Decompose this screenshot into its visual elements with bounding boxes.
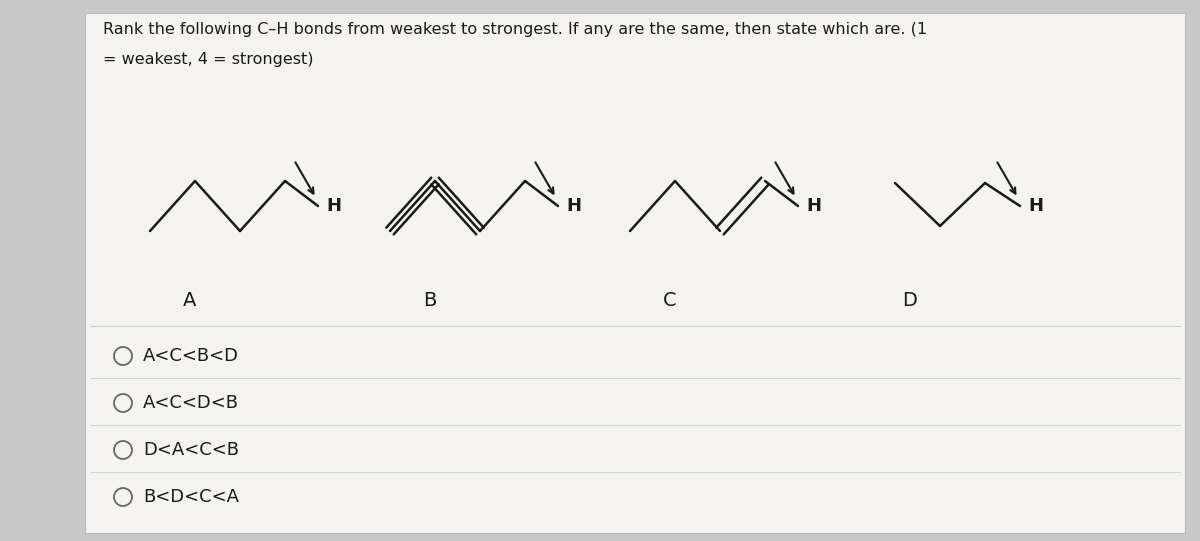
Text: A<C<D<B: A<C<D<B (143, 394, 239, 412)
Text: D: D (902, 291, 918, 310)
Text: A<C<B<D: A<C<B<D (143, 347, 239, 365)
Text: C: C (664, 291, 677, 310)
Text: = weakest, 4 = strongest): = weakest, 4 = strongest) (103, 52, 313, 67)
Text: B<D<C<A: B<D<C<A (143, 488, 239, 506)
Text: D<A<C<B: D<A<C<B (143, 441, 239, 459)
Text: H: H (566, 197, 581, 215)
Text: A: A (184, 291, 197, 310)
Text: H: H (806, 197, 821, 215)
Text: Rank the following C–H bonds from weakest to strongest. If any are the same, the: Rank the following C–H bonds from weakes… (103, 22, 928, 37)
Text: B: B (424, 291, 437, 310)
Text: H: H (1028, 197, 1043, 215)
Text: H: H (326, 197, 341, 215)
FancyBboxPatch shape (85, 13, 1186, 533)
